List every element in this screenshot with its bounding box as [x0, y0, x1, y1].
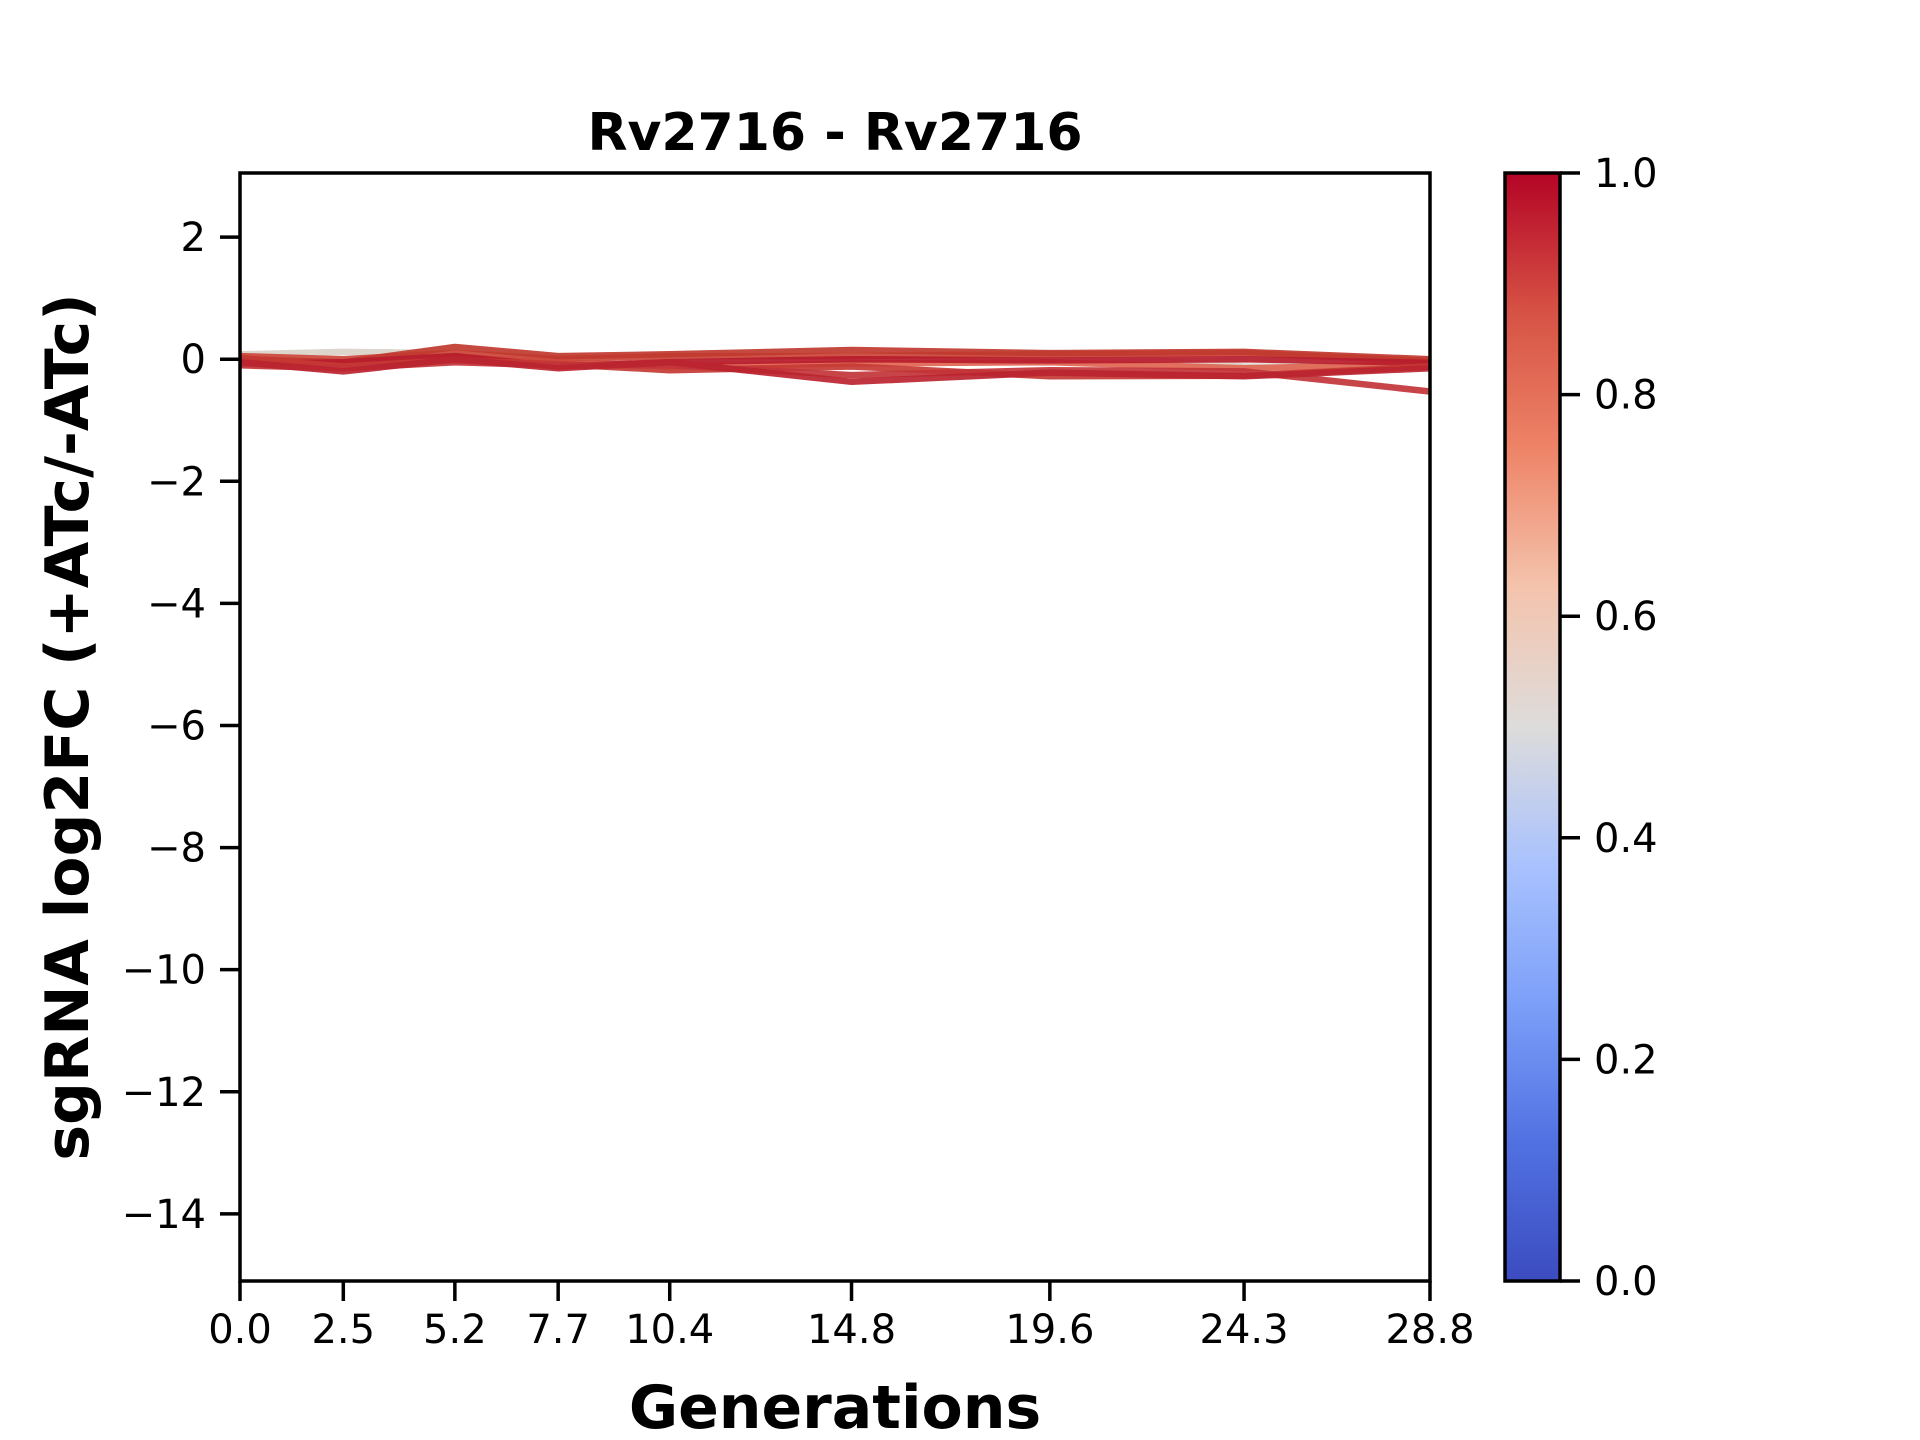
y-axis-label: sgRNA log2FC (+ATc/-ATc) — [33, 293, 103, 1160]
y-tick-label: 2 — [181, 215, 206, 261]
chart-title: Rv2716 - Rv2716 — [587, 103, 1082, 163]
series-line-sgRNA-red-6 — [239, 355, 1431, 386]
x-tick-label: 0.0 — [208, 1307, 272, 1353]
colorbar-gradient — [1503, 171, 1562, 1283]
x-tick-label: 7.7 — [526, 1307, 590, 1353]
x-tick-label: 19.6 — [1005, 1307, 1094, 1353]
x-tick-label: 14.8 — [807, 1307, 896, 1353]
y-tick-label: −8 — [147, 826, 206, 872]
colorbar: 0.0 0.2 0.4 0.6 0.8 1.0 — [1503, 151, 1658, 1305]
y-tick-label: −10 — [122, 948, 206, 994]
colorbar-tick-label: 0.4 — [1594, 816, 1658, 862]
y-tick-label: −12 — [122, 1070, 206, 1116]
y-tick-label: 0 — [181, 337, 206, 383]
colorbar-tick-label: 0.8 — [1594, 373, 1658, 419]
x-tick-label: 2.5 — [311, 1307, 375, 1353]
colorbar-tick-label: 0.0 — [1594, 1259, 1658, 1305]
x-tick-label: 5.2 — [423, 1307, 487, 1353]
plot-border — [238, 171, 1432, 1283]
x-axis-label: Generations — [629, 1373, 1041, 1440]
y-tick-label: −6 — [147, 703, 206, 749]
x-tick-label: 24.3 — [1200, 1307, 1289, 1353]
x-tick-label: 28.8 — [1385, 1307, 1474, 1353]
y-tick-label: −2 — [147, 459, 206, 505]
colorbar-tick-label: 0.6 — [1594, 594, 1658, 640]
x-axis-ticks: 0.0 2.5 5.2 7.7 10.4 14.8 19.6 24.3 28.8 — [208, 1281, 1475, 1353]
colorbar-tick-label: 1.0 — [1594, 151, 1658, 197]
y-tick-label: −14 — [122, 1192, 206, 1238]
y-axis-ticks: 2 0 −2 −4 −6 −8 −10 −12 −14 — [122, 215, 240, 1238]
y-tick-label: −4 — [147, 581, 206, 627]
colorbar-tick-label: 0.2 — [1594, 1037, 1658, 1083]
colorbar-ticks: 0.0 0.2 0.4 0.6 0.8 1.0 — [1560, 151, 1658, 1305]
x-tick-label: 10.4 — [625, 1307, 714, 1353]
series-lines — [239, 343, 1431, 395]
